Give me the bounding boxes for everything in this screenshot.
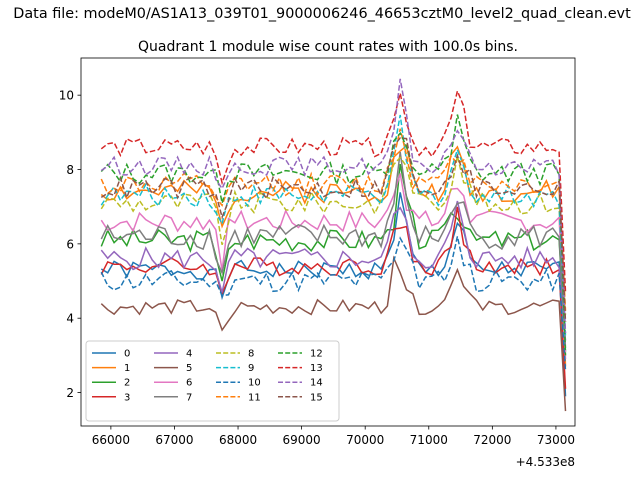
legend-label: 13 bbox=[310, 363, 323, 374]
series-line-2 bbox=[100, 164, 567, 352]
figure-suptitle: Data file: modeM0/AS1A13_039T01_90000062… bbox=[13, 6, 631, 22]
y-axis: 2 4 6 8 10 bbox=[59, 89, 81, 400]
series-line-11 bbox=[100, 128, 567, 311]
legend-label: 8 bbox=[248, 349, 254, 360]
legend-label: 1 bbox=[124, 363, 130, 374]
series-line-1 bbox=[100, 144, 567, 367]
series-line-15 bbox=[100, 137, 567, 322]
x-tick-label: 68000 bbox=[219, 433, 257, 447]
series-line-8 bbox=[100, 155, 567, 315]
legend-label: 3 bbox=[124, 392, 130, 403]
legend-label: 0 bbox=[124, 349, 130, 360]
x-tick-label: 73000 bbox=[537, 433, 575, 447]
legend-box bbox=[85, 340, 340, 422]
legend-label: 14 bbox=[310, 378, 323, 389]
legend-label: 4 bbox=[186, 349, 192, 360]
x-tick-label: 66000 bbox=[92, 433, 130, 447]
series-line-12 bbox=[100, 114, 567, 356]
series-line-10 bbox=[100, 236, 567, 371]
legend-label: 15 bbox=[310, 392, 323, 403]
x-tick-label: 69000 bbox=[283, 433, 321, 447]
legend-label: 7 bbox=[186, 392, 192, 403]
plot-frame bbox=[80, 57, 576, 427]
series-line-0 bbox=[100, 192, 567, 397]
series-line-7 bbox=[100, 151, 567, 348]
legend-label: 9 bbox=[248, 363, 254, 374]
legend-label: 2 bbox=[124, 378, 130, 389]
series-line-14 bbox=[100, 78, 567, 334]
x-axis-offset-label: +4.533e8 bbox=[516, 455, 575, 469]
legend-label: 6 bbox=[186, 378, 192, 389]
y-tick-label: 4 bbox=[66, 312, 74, 326]
legend-label: 11 bbox=[248, 392, 261, 403]
series-line-5 bbox=[100, 255, 567, 412]
y-tick-label: 8 bbox=[66, 163, 74, 177]
x-tick-label: 71000 bbox=[410, 433, 448, 447]
x-tick-label: 72000 bbox=[473, 433, 511, 447]
y-tick-label: 6 bbox=[66, 237, 74, 251]
x-axis: 66000 67000 68000 69000 70000 71000 72000 73000 bbox=[92, 426, 575, 447]
x-tick-label: 70000 bbox=[346, 433, 384, 447]
y-tick-label: 10 bbox=[59, 89, 74, 103]
series-line-6 bbox=[100, 173, 567, 360]
series-layer bbox=[100, 78, 567, 412]
chart-title: Quadrant 1 module wise count rates with … bbox=[138, 39, 518, 55]
series-line-4 bbox=[100, 200, 567, 341]
legend-label: 10 bbox=[248, 378, 261, 389]
y-tick-label: 2 bbox=[66, 386, 74, 400]
series-line-13 bbox=[100, 88, 567, 293]
legend-label: 5 bbox=[186, 363, 192, 374]
legend-label: 12 bbox=[310, 349, 323, 360]
x-tick-label: 67000 bbox=[155, 433, 193, 447]
